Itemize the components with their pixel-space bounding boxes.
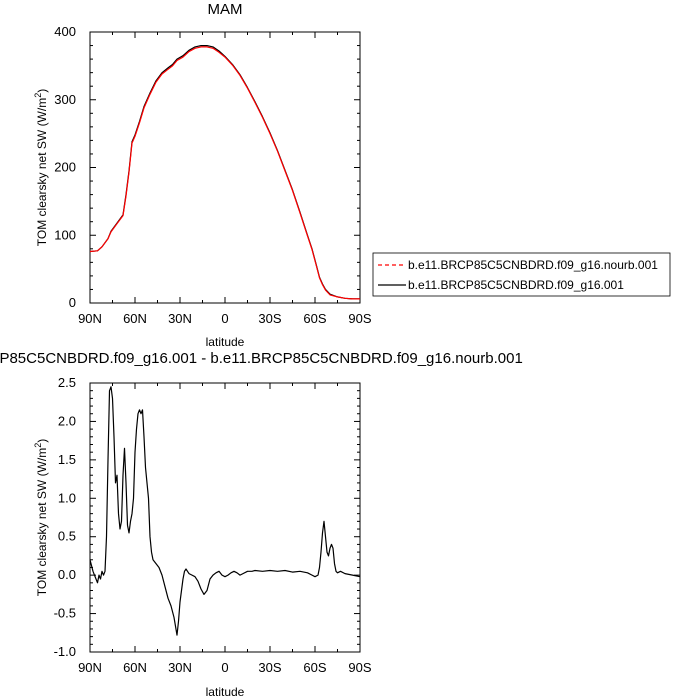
legend: b.e11.BRCP85C5CNBDRD.f09_g16.nourb.001 b.… (372, 252, 671, 297)
x-tick-label: 0 (221, 660, 228, 675)
y-tick-label: -0.5 (54, 606, 76, 621)
y-tick-label: 400 (54, 24, 76, 39)
x-axis-title: latitude (206, 685, 245, 699)
x-tick-label: 30S (258, 660, 281, 675)
y-tick-label: 300 (54, 92, 76, 107)
x-tick-label: 60N (123, 311, 147, 326)
y-tick-label: 200 (54, 160, 76, 175)
legend-box (372, 252, 671, 297)
y-tick-label: 2.0 (58, 413, 76, 428)
y-tick-label: -1.0 (54, 644, 76, 659)
legend-label: b.e11.BRCP85C5CNBDRD.f09_g16.nourb.001 (408, 258, 658, 272)
series-line (89, 386, 361, 636)
y-axis-title: TOM clearsky net SW (W/m2) (33, 89, 49, 246)
bottom-chart-panel: 90N 60N 30N 0 30S 60S 90S -1.0 -0.5 0.0 0.5 1.0 1.5 2… (0, 350, 523, 699)
x-tick-label: 60S (303, 660, 326, 675)
x-tick-label: 30S (258, 311, 281, 326)
x-tick-label: 30N (168, 660, 192, 675)
legend-label: b.e11.BRCP85C5CNBDRD.f09_g16.001 (408, 278, 624, 292)
top-chart-panel: 90N 60N 30N 0 30S 60S 90S 0 100 200 300 400 MAM latit… (33, 1, 671, 349)
y-axis-title: TOM clearsky net SW (W/m2) (33, 439, 49, 596)
y-tick-label: 0.5 (58, 529, 76, 544)
y-tick-label: 2.5 (58, 375, 76, 390)
plot-frame (89, 382, 361, 653)
x-axis-title: latitude (206, 335, 245, 349)
x-tick-label: 90S (348, 311, 371, 326)
series-line (89, 44, 360, 300)
x-tick-label: 90N (78, 311, 102, 326)
x-tick-label: 30N (168, 311, 192, 326)
x-tick-label: 90N (78, 660, 102, 675)
chart-title: MAM (208, 1, 243, 18)
plot-frame (89, 31, 361, 304)
series-line (89, 46, 360, 300)
y-tick-label: 0.0 (58, 567, 76, 582)
y-tick-label: 1.0 (58, 490, 76, 505)
y-tick-label: 1.5 (58, 452, 76, 467)
x-tick-label: 60S (303, 311, 326, 326)
chart-title: b.e11.BRCP85C5CNBDRD.f09_g16.001 - b.e11… (0, 350, 523, 367)
y-tick-label: 100 (54, 227, 76, 242)
x-tick-label: 90S (348, 660, 371, 675)
x-tick-label: 0 (221, 311, 228, 326)
x-tick-label: 60N (123, 660, 147, 675)
y-tick-label: 0 (69, 295, 76, 310)
